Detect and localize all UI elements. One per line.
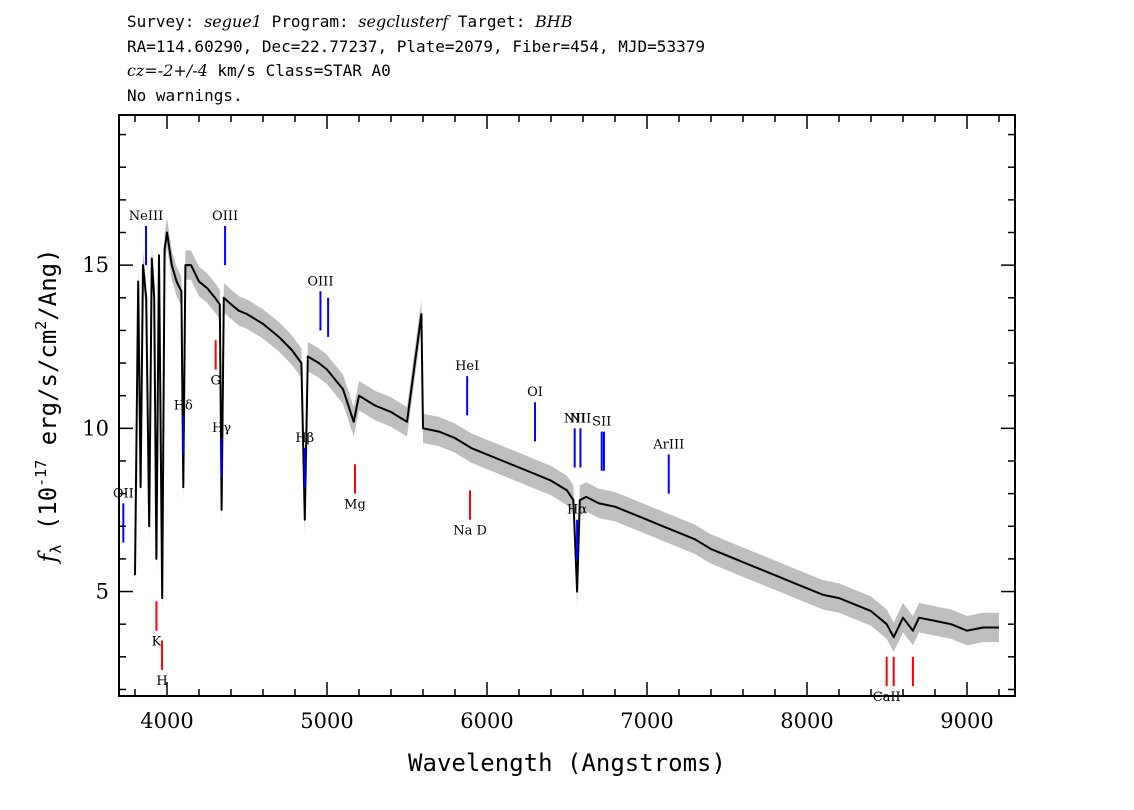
- emission-line-label: Hγ: [212, 421, 231, 436]
- emission-line-label: Hβ: [295, 431, 314, 446]
- x-tick-label: 9000: [940, 709, 993, 733]
- error-band: [135, 217, 999, 652]
- x-tick-label: 8000: [780, 709, 833, 733]
- program-value: segclusterf: [358, 12, 449, 31]
- axis-ticks: [119, 115, 1015, 696]
- axis-tick-labels: 4000 5000 6000 7000 8000 9000 5 10 15: [82, 253, 993, 733]
- x-tick-label: 7000: [620, 709, 673, 733]
- cz-label: cz=: [127, 61, 158, 80]
- emission-line-label: OIII: [307, 274, 333, 289]
- emission-line-label: ArIII: [652, 437, 684, 452]
- absorption-line-label: G: [210, 374, 220, 389]
- target-value: BHB: [535, 12, 573, 31]
- y-axis-title: fλ (10-17 erg/s/cm2/Ang): [32, 248, 65, 564]
- emission-line-label: Hα: [567, 503, 587, 518]
- absorption-line-label: K: [152, 635, 162, 650]
- absorption-line-label: H: [156, 674, 167, 689]
- x-tick-label: 6000: [460, 709, 513, 733]
- header-line-2: RA=114.60290, Dec=22.77237, Plate=2079, …: [127, 37, 705, 56]
- y-tick-label: 10: [82, 416, 109, 440]
- emission-line-label: OIII: [212, 209, 238, 224]
- y-axis-exponent-2: 2: [32, 321, 50, 330]
- emission-line-label: OI: [527, 385, 543, 400]
- cz-unit-class: km/s Class=STAR A0: [207, 61, 391, 80]
- y-axis-text-1: (10: [34, 487, 62, 545]
- cz-value: -2+/-4: [157, 61, 208, 80]
- y-tick-label: 15: [82, 253, 109, 277]
- header-line-3: cz=-2+/-4 km/s Class=STAR A0: [127, 61, 391, 81]
- x-tick-label: 5000: [300, 709, 353, 733]
- y-axis-text-3: /Ang): [34, 248, 62, 320]
- emission-line-label: NII: [564, 411, 586, 426]
- header-line-4: No warnings.: [127, 86, 243, 105]
- y-axis-text-2: erg/s/cm: [34, 330, 62, 460]
- y-axis-subscript: λ: [47, 545, 65, 554]
- x-tick-label: 4000: [140, 709, 193, 733]
- program-label: Program:: [271, 12, 349, 31]
- absorption-line-label: Na D: [453, 524, 487, 539]
- emission-line-label: HeI: [455, 359, 479, 374]
- absorption-line-label: CaII: [873, 690, 901, 705]
- target-label: Target:: [457, 12, 526, 31]
- survey-value: segue1: [204, 12, 262, 31]
- emission-line-label: NeIII: [129, 209, 163, 224]
- flux-line: [134, 231, 999, 639]
- x-axis-title: Wavelength (Angstroms): [408, 749, 726, 777]
- emission-line-label: SII: [592, 415, 611, 430]
- emission-line-label: Hδ: [174, 398, 193, 413]
- y-tick-label: 5: [96, 580, 109, 604]
- absorption-line-label: Mg: [344, 498, 366, 513]
- survey-label: Survey:: [127, 12, 195, 31]
- y-axis-exponent: -17: [32, 460, 50, 487]
- header-line-1: Survey: segue1 Program: segclusterf Targ…: [127, 12, 572, 32]
- plot-frame: [118, 114, 1016, 697]
- emission-line-label: NII: [570, 411, 592, 426]
